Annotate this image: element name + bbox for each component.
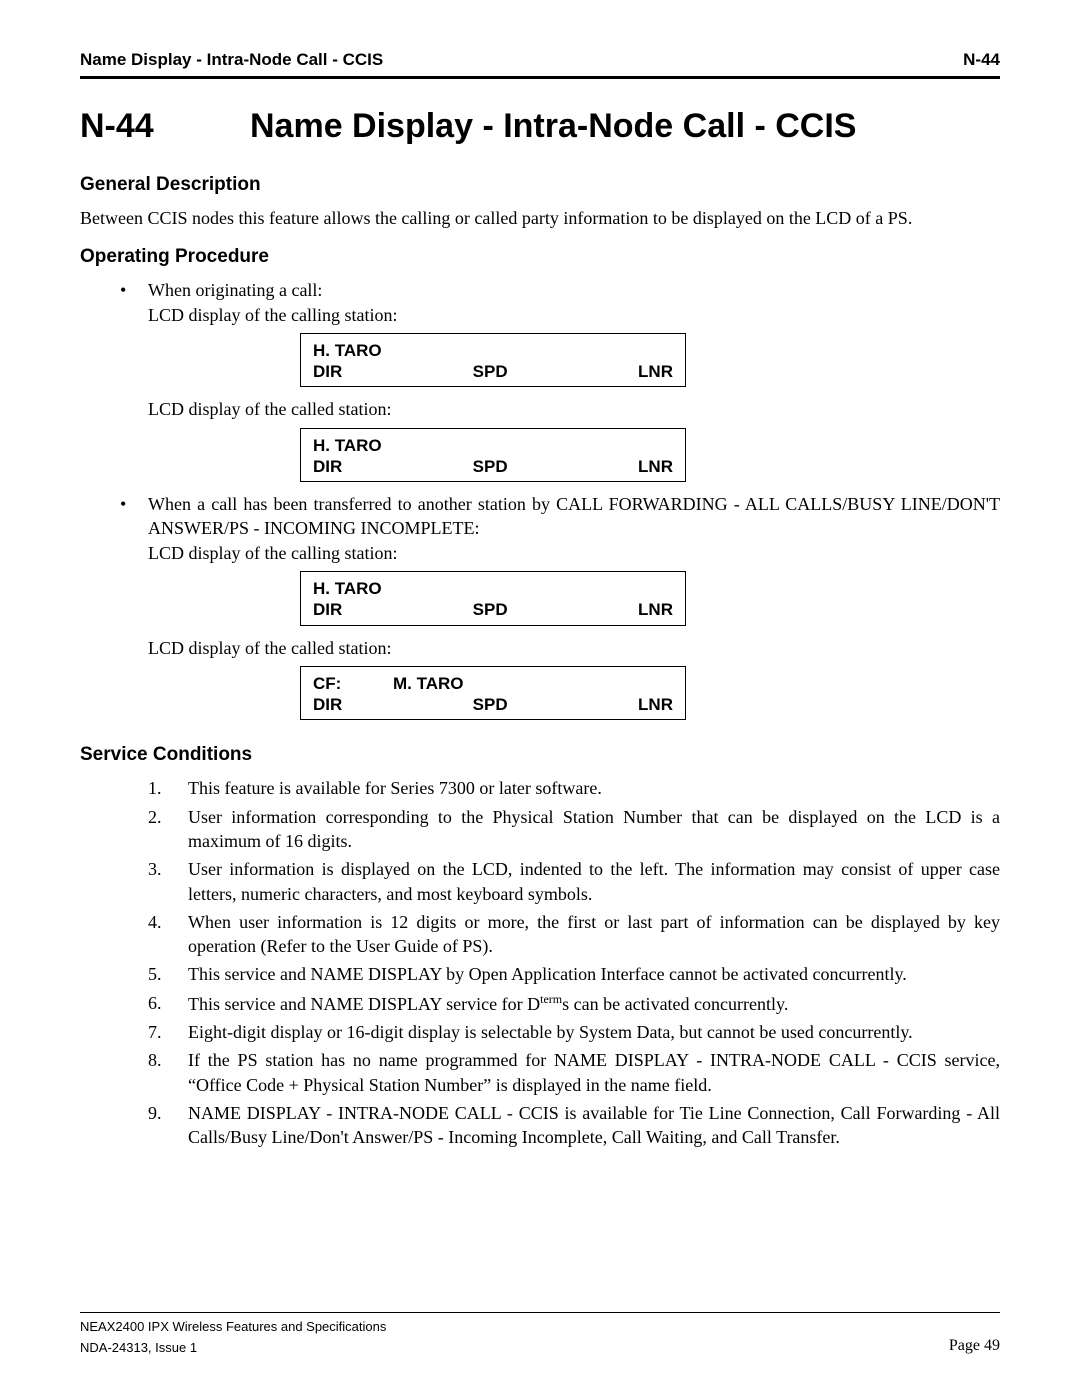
op-bullet-1: When originating a call: LCD display of … xyxy=(120,278,1000,327)
footer-page: Page 49 xyxy=(949,1336,1000,1357)
section-heading-operating: Operating Procedure xyxy=(80,246,1000,268)
condition-5: This service and NAME DISPLAY by Open Ap… xyxy=(148,962,1000,986)
condition-6-pre: This service and NAME DISPLAY service fo… xyxy=(188,994,540,1014)
operating-bullets: When originating a call: LCD display of … xyxy=(120,278,1000,327)
lcd1-lnr: LNR xyxy=(638,361,673,382)
lcd2-lnr: LNR xyxy=(638,456,673,477)
lcd1-spd: SPD xyxy=(473,361,508,382)
condition-7: Eight-digit display or 16-digit display … xyxy=(148,1020,1000,1044)
lcd4-top-row: CF: M. TARO xyxy=(313,673,673,694)
header-code: N-44 xyxy=(963,50,1000,70)
lcd-display-2: H. TARO DIR SPD LNR xyxy=(300,428,686,483)
lcd2-bottom-row: DIR SPD LNR xyxy=(313,456,673,477)
main-title-code: N-44 xyxy=(80,107,250,146)
footer-line2: NDA-24313, Issue 1 xyxy=(80,1340,197,1357)
section-heading-general: General Description xyxy=(80,174,1000,196)
condition-4: When user information is 12 digits or mo… xyxy=(148,910,1000,959)
lcd4-name: M. TARO xyxy=(393,673,464,694)
lcd3-bottom-row: DIR SPD LNR xyxy=(313,599,673,620)
condition-6: This service and NAME DISPLAY service fo… xyxy=(148,991,1000,1016)
condition-2: User information corresponding to the Ph… xyxy=(148,805,1000,854)
lcd1-top: H. TARO xyxy=(313,340,673,361)
lcd3-spd: SPD xyxy=(473,599,508,620)
lcd3-lnr: LNR xyxy=(638,599,673,620)
op-bullet-2-line1: When a call has been transferred to anot… xyxy=(148,494,1000,538)
op-sub1: LCD display of the called station: xyxy=(148,397,1000,421)
op-sub2: LCD display of the called station: xyxy=(148,636,1000,660)
lcd4-lnr: LNR xyxy=(638,694,673,715)
footer-line1: NEAX2400 IPX Wireless Features and Speci… xyxy=(80,1319,1000,1336)
lcd2-dir: DIR xyxy=(313,456,342,477)
op-bullet-1-line2: LCD display of the calling station: xyxy=(148,305,397,325)
service-conditions-list: This feature is available for Series 730… xyxy=(148,776,1000,1149)
lcd3-top: H. TARO xyxy=(313,578,673,599)
main-title: N-44 Name Display - Intra-Node Call - CC… xyxy=(80,107,1000,146)
lcd-display-1: H. TARO DIR SPD LNR xyxy=(300,333,686,388)
page-header: Name Display - Intra-Node Call - CCIS N-… xyxy=(80,50,1000,79)
lcd-display-3: H. TARO DIR SPD LNR xyxy=(300,571,686,626)
lcd2-spd: SPD xyxy=(473,456,508,477)
lcd4-bottom-row: DIR SPD LNR xyxy=(313,694,673,715)
lcd4-dir: DIR xyxy=(313,694,342,715)
lcd4-cf: CF: xyxy=(313,673,393,694)
op-bullet-2-line2: LCD display of the calling station: xyxy=(148,543,397,563)
footer-row: NDA-24313, Issue 1 Page 49 xyxy=(80,1336,1000,1357)
lcd3-dir: DIR xyxy=(313,599,342,620)
condition-1: This feature is available for Series 730… xyxy=(148,776,1000,800)
op-bullet-2: When a call has been transferred to anot… xyxy=(120,492,1000,565)
condition-8: If the PS station has no name programmed… xyxy=(148,1048,1000,1097)
main-title-text: Name Display - Intra-Node Call - CCIS xyxy=(250,107,856,146)
page-footer: NEAX2400 IPX Wireless Features and Speci… xyxy=(80,1312,1000,1357)
document-page: Name Display - Intra-Node Call - CCIS N-… xyxy=(0,0,1080,1397)
lcd2-top: H. TARO xyxy=(313,435,673,456)
op-bullet-1-line1: When originating a call: xyxy=(148,280,322,300)
condition-3: User information is displayed on the LCD… xyxy=(148,857,1000,906)
header-title: Name Display - Intra-Node Call - CCIS xyxy=(80,50,383,70)
condition-9: NAME DISPLAY - INTRA-NODE CALL - CCIS is… xyxy=(148,1101,1000,1150)
lcd-display-4: CF: M. TARO DIR SPD LNR xyxy=(300,666,686,721)
operating-bullets-2: When a call has been transferred to anot… xyxy=(120,492,1000,565)
lcd1-dir: DIR xyxy=(313,361,342,382)
condition-6-sup: term xyxy=(540,992,562,1006)
general-description-body: Between CCIS nodes this feature allows t… xyxy=(80,206,1000,230)
condition-6-post: s can be activated concurrently. xyxy=(562,994,788,1014)
lcd1-bottom-row: DIR SPD LNR xyxy=(313,361,673,382)
lcd4-spd: SPD xyxy=(473,694,508,715)
section-heading-service: Service Conditions xyxy=(80,744,1000,766)
